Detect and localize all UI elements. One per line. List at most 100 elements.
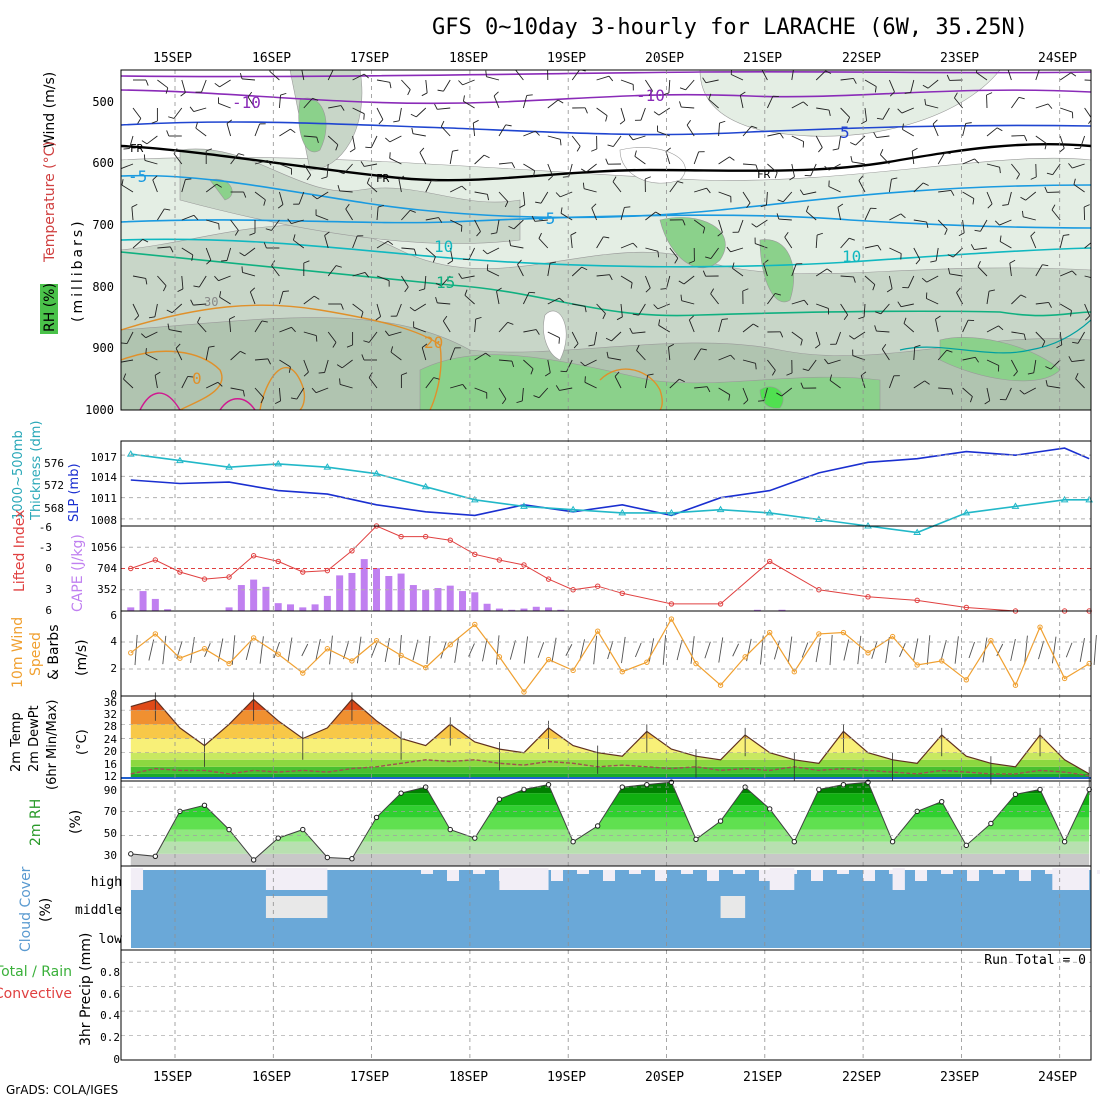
rh-point bbox=[1037, 786, 1043, 793]
wind-barb bbox=[645, 247, 659, 252]
thickness-point bbox=[667, 508, 676, 516]
wind-barb bbox=[226, 123, 232, 137]
wind-barb-flag bbox=[226, 119, 233, 124]
wind-barb-flag bbox=[411, 127, 414, 134]
cape-bar bbox=[545, 607, 553, 611]
surface-wind-barb bbox=[899, 643, 906, 657]
wind-barb-flag bbox=[340, 303, 344, 310]
rh-point bbox=[152, 853, 159, 859]
wind-barb-flag bbox=[378, 119, 384, 125]
wind-barb-flag bbox=[208, 345, 215, 348]
precip-tick: 0.4 bbox=[100, 1009, 120, 1022]
wind-barb-flag bbox=[243, 191, 247, 198]
wind-barb bbox=[278, 95, 281, 109]
wind-barb-flag bbox=[1044, 186, 1048, 193]
wind-barb-flag bbox=[648, 90, 653, 97]
temp-label-2: 2m DewPt bbox=[27, 705, 42, 772]
thickness-tick: 568 bbox=[44, 502, 64, 515]
contour-label: -5 bbox=[536, 209, 555, 228]
date-label-bottom: 22SEP bbox=[842, 1070, 881, 1085]
wind-barb-flag bbox=[581, 266, 588, 271]
wind-barb-flag bbox=[760, 204, 767, 208]
wind-barb-flag bbox=[914, 344, 921, 348]
surface-wind-barb bbox=[370, 642, 378, 658]
temp-band bbox=[130, 738, 1090, 753]
wind-barb bbox=[474, 154, 485, 165]
wind-barb-flag bbox=[267, 160, 272, 166]
lifted-index-point bbox=[816, 587, 822, 593]
surface-wind-barb bbox=[343, 640, 350, 660]
wind-barb-flag bbox=[515, 65, 518, 70]
wind-barb bbox=[685, 79, 695, 91]
date-label-top: 16SEP bbox=[252, 51, 291, 66]
wind-barb bbox=[197, 322, 207, 333]
wind-barb bbox=[1011, 163, 1020, 175]
wind-barb-flag bbox=[999, 235, 1002, 242]
wind-barb bbox=[766, 96, 774, 109]
wind-barb-flag bbox=[533, 395, 540, 399]
wind-barb-flag bbox=[786, 372, 793, 376]
wind-barb-flag bbox=[975, 70, 978, 73]
wind-barb bbox=[828, 163, 841, 171]
wind-barb bbox=[269, 70, 280, 81]
cloud-clear-step bbox=[863, 870, 875, 881]
wind-barb bbox=[837, 207, 842, 221]
wind-barb-flag bbox=[602, 313, 606, 320]
wind-barb-flag bbox=[912, 147, 918, 152]
surface-wind-barb bbox=[440, 641, 447, 659]
lifted-index-point bbox=[447, 537, 453, 543]
wind-barb bbox=[425, 217, 439, 221]
contour-label: FR bbox=[757, 168, 771, 181]
wind-barb-flag bbox=[131, 203, 138, 208]
wind-barb-flag bbox=[559, 297, 565, 303]
wind-barb-flag bbox=[922, 182, 929, 186]
wind-barb-flag bbox=[387, 240, 394, 246]
date-label-bottom: 15SEP bbox=[153, 1070, 192, 1085]
rh-shading bbox=[759, 386, 784, 409]
cloud-clear-step bbox=[551, 870, 563, 881]
wind-barb-flag bbox=[708, 93, 712, 100]
wind-barb-flag bbox=[375, 316, 381, 321]
wind-barb-flag bbox=[843, 314, 849, 321]
wind-barb-flag bbox=[249, 232, 256, 236]
wind-barb-flag bbox=[776, 213, 780, 220]
wind-barb bbox=[791, 331, 803, 341]
wind-barb bbox=[645, 79, 653, 92]
wind-barb bbox=[376, 207, 379, 221]
wind-barb-flag bbox=[954, 92, 958, 99]
wind-barb-flag bbox=[1097, 279, 1098, 285]
wind-barb-flag bbox=[1070, 310, 1072, 317]
wind-barb-flag bbox=[881, 343, 887, 350]
cloud-clear-step bbox=[421, 870, 433, 874]
rh-point bbox=[791, 839, 797, 845]
wind-barb-flag bbox=[141, 140, 148, 145]
wind-barb-flag bbox=[336, 364, 343, 369]
wind-barb bbox=[636, 350, 646, 361]
rh-point bbox=[570, 839, 576, 845]
contour-labels: -10 -10 -5 5 FR FR FR -5 10 10 15 30 20 … bbox=[128, 86, 861, 388]
wind-barb bbox=[1035, 70, 1040, 81]
lifted-index-point bbox=[963, 604, 970, 611]
wind-barb bbox=[415, 107, 427, 118]
wind-barb bbox=[249, 291, 256, 305]
wind-barb bbox=[254, 191, 266, 201]
wind-barb-flag bbox=[134, 315, 140, 321]
wind-barb bbox=[413, 326, 426, 333]
wind-barb bbox=[937, 219, 948, 230]
wind-barb-flag bbox=[419, 147, 425, 153]
wind-barb-flag bbox=[719, 120, 726, 124]
wind-barb bbox=[620, 79, 634, 85]
wind-barb-flag bbox=[634, 150, 637, 157]
wind-barb-flag bbox=[1020, 294, 1027, 298]
wind-barb-flag bbox=[826, 268, 833, 273]
wind-barb bbox=[1011, 294, 1022, 305]
wind-barb-flag bbox=[729, 156, 735, 161]
wind-barb bbox=[686, 124, 695, 137]
wind-barb bbox=[339, 383, 353, 389]
wind-barb-flag bbox=[339, 378, 341, 385]
wind-barb bbox=[195, 127, 207, 137]
date-label-bottom: 21SEP bbox=[743, 1070, 782, 1085]
wind-barb bbox=[242, 271, 256, 277]
wind-barb bbox=[1060, 107, 1073, 113]
wind-barb-flag bbox=[1041, 341, 1046, 347]
